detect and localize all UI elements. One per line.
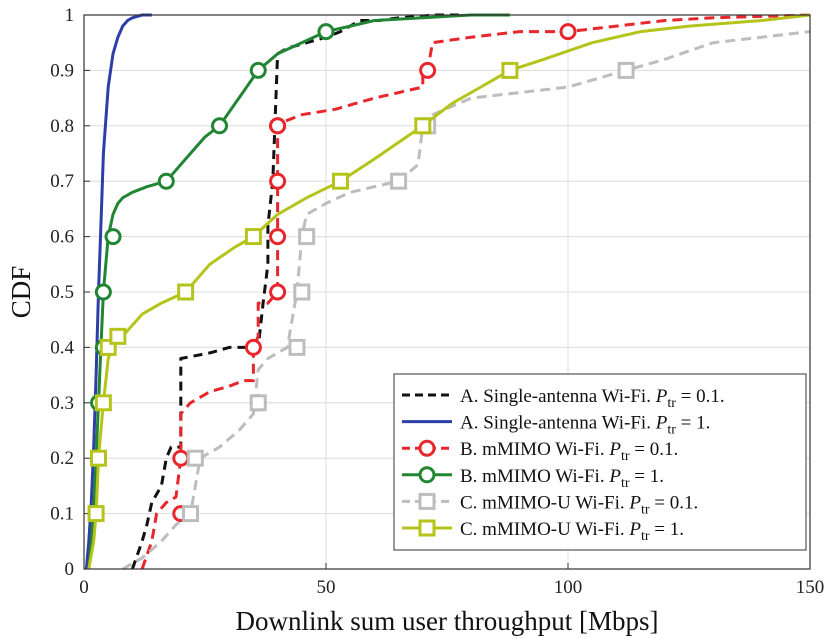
data-point-marker xyxy=(269,283,287,301)
y-tick-label: 1 xyxy=(65,5,75,26)
data-point-marker xyxy=(249,394,267,412)
legend-label: C. mMIMO-U Wi-Fi. Ptr = 1. xyxy=(460,519,684,544)
data-point-marker xyxy=(293,283,311,301)
data-point-marker xyxy=(332,172,350,190)
data-point-marker xyxy=(414,117,432,135)
data-point-marker xyxy=(269,172,287,190)
data-point-marker xyxy=(244,228,262,246)
data-point-marker xyxy=(559,23,577,41)
legend-entry: B. mMIMO Wi-Fi. Ptr = 1. xyxy=(402,466,664,491)
data-point-marker xyxy=(249,61,267,79)
legend-entry: C. mMIMO-U Wi-Fi. Ptr = 1. xyxy=(402,519,684,544)
data-point-marker xyxy=(87,505,105,523)
data-point-marker xyxy=(244,338,262,356)
x-tick-label: 150 xyxy=(796,577,825,598)
data-point-marker xyxy=(94,283,112,301)
series-line xyxy=(84,13,152,570)
series-2 xyxy=(84,13,152,570)
legend-entry: C. mMIMO-U Wi-Fi. Ptr = 0.1. xyxy=(402,492,698,517)
y-tick-label: 0.6 xyxy=(50,227,74,248)
legend-label: B. mMIMO Wi-Fi. Ptr = 0.1. xyxy=(460,439,678,464)
series-line xyxy=(87,13,510,570)
series-line xyxy=(130,13,462,570)
data-point-marker xyxy=(317,23,335,41)
legend-entry: A. Single-antenna Wi-Fi. Ptr = 0.1. xyxy=(402,386,725,411)
data-point-marker xyxy=(288,338,306,356)
data-point-marker xyxy=(211,117,229,135)
data-point-marker xyxy=(181,505,199,523)
series-line xyxy=(121,30,811,571)
data-point-marker xyxy=(390,172,408,190)
y-axis-label: CDF xyxy=(6,266,36,319)
data-point-marker xyxy=(172,449,190,467)
legend-label: A. Single-antenna Wi-Fi. Ptr = 0.1. xyxy=(460,386,725,411)
series-6 xyxy=(87,13,811,570)
data-point-marker xyxy=(94,394,112,412)
legend-marker xyxy=(418,466,436,484)
legend-entry: B. mMIMO Wi-Fi. Ptr = 0.1. xyxy=(402,439,678,464)
data-point-marker xyxy=(186,449,204,467)
legend-marker xyxy=(418,492,436,510)
legend-entry: A. Single-antenna Wi-Fi. Ptr = 1. xyxy=(402,413,710,438)
data-point-marker xyxy=(298,228,316,246)
y-tick-label: 0.3 xyxy=(50,393,74,414)
y-tick-label: 0.2 xyxy=(50,448,74,469)
y-tick-label: 0.1 xyxy=(50,504,74,525)
data-point-marker xyxy=(501,61,519,79)
x-axis-label: Downlink sum user throughput [Mbps] xyxy=(236,606,659,636)
data-point-marker xyxy=(617,61,635,79)
plot-frame xyxy=(83,14,811,570)
y-tick-label: 0 xyxy=(65,559,75,580)
legend-marker xyxy=(418,439,436,457)
legend-label: B. mMIMO Wi-Fi. Ptr = 1. xyxy=(460,466,664,491)
legend-label: A. Single-antenna Wi-Fi. Ptr = 1. xyxy=(460,413,710,438)
data-point-marker xyxy=(90,449,108,467)
legend: A. Single-antenna Wi-Fi. Ptr = 0.1.A. Si… xyxy=(393,373,807,551)
legend-box xyxy=(393,373,807,551)
legend-label: C. mMIMO-U Wi-Fi. Ptr = 0.1. xyxy=(460,492,698,517)
y-tick-label: 0.8 xyxy=(50,116,74,137)
x-tick-label: 50 xyxy=(317,577,336,598)
y-tick-label: 0.4 xyxy=(50,337,74,358)
y-tick-label: 0.7 xyxy=(50,171,74,192)
data-point-marker xyxy=(269,117,287,135)
y-tick-label: 0.5 xyxy=(50,282,74,303)
series-1 xyxy=(130,13,462,570)
x-tick-label: 0 xyxy=(79,577,89,598)
tick-labels: 0 50 100 150 0 0.1 0.2 0.3 0.4 0.5 0.6 0.7 0.8 0.9 1 xyxy=(50,5,824,598)
data-point-marker xyxy=(109,327,127,345)
data-point-marker xyxy=(177,283,195,301)
data-point-marker xyxy=(419,61,437,79)
data-point-marker xyxy=(269,228,287,246)
data-point-marker xyxy=(104,228,122,246)
data-point-marker xyxy=(157,172,175,190)
series-layer xyxy=(84,13,811,571)
x-tick-label: 100 xyxy=(554,577,583,598)
legend-marker xyxy=(418,519,436,537)
y-tick-label: 0.9 xyxy=(50,60,74,81)
